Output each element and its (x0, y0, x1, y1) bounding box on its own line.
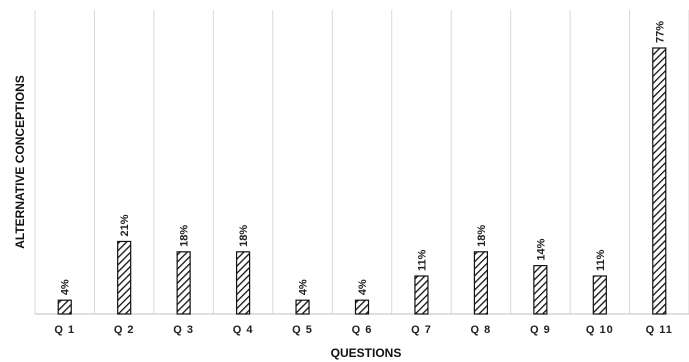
bar-3 (176, 251, 191, 315)
x-tick-label-5: Q 5 (292, 324, 313, 336)
bar-2 (117, 240, 132, 315)
bar-10 (592, 275, 607, 315)
x-tick-label-2: Q 2 (114, 324, 135, 336)
gridlines (34, 10, 689, 314)
data-label-6: 4% (357, 279, 369, 295)
x-tick-label-3: Q 3 (173, 324, 194, 336)
data-label-5: 4% (298, 279, 310, 295)
bars (57, 47, 667, 315)
x-tick-labels: Q 1 Q 2 Q 3 Q 4 Q 5 Q 6 Q 7 Q 8 Q 9 Q 10 Q 11 (54, 324, 673, 336)
bar-4 (235, 251, 251, 315)
x-tick-label-8: Q 8 (471, 324, 492, 336)
x-tick-label-4: Q 4 (233, 324, 254, 336)
data-label-10: 11% (595, 249, 607, 271)
bar-6 (354, 299, 370, 315)
data-label-9: 14% (535, 238, 547, 260)
x-tick-label-10: Q 10 (586, 324, 614, 336)
data-label-11: 77% (654, 21, 666, 43)
data-label-4: 18% (238, 225, 250, 247)
bar-5 (295, 299, 310, 315)
bar-11 (652, 47, 667, 315)
bar-1 (57, 299, 72, 315)
data-label-3: 18% (179, 225, 191, 247)
x-tick-label-6: Q 6 (352, 324, 373, 336)
data-label-8: 18% (476, 225, 488, 247)
x-axis-title: QUESTIONS (331, 346, 402, 360)
x-tick-label-1: Q 1 (54, 324, 75, 336)
x-tick-label-11: Q 11 (646, 324, 673, 336)
data-labels: 4% 21% 18% 18% 4% 4% 11% 18% 14% 11% 77% (60, 21, 667, 295)
x-tick-label-9: Q 9 (530, 324, 551, 336)
y-axis-title: ALTERNATIVE CONCEPTIONS (13, 75, 27, 249)
bar-7 (414, 275, 429, 315)
data-label-7: 11% (416, 249, 428, 271)
bar-8 (473, 251, 489, 315)
data-label-1: 4% (60, 279, 72, 295)
x-tick-label-7: Q 7 (411, 324, 432, 336)
data-label-2: 21% (119, 214, 131, 236)
bar-9 (533, 265, 548, 315)
